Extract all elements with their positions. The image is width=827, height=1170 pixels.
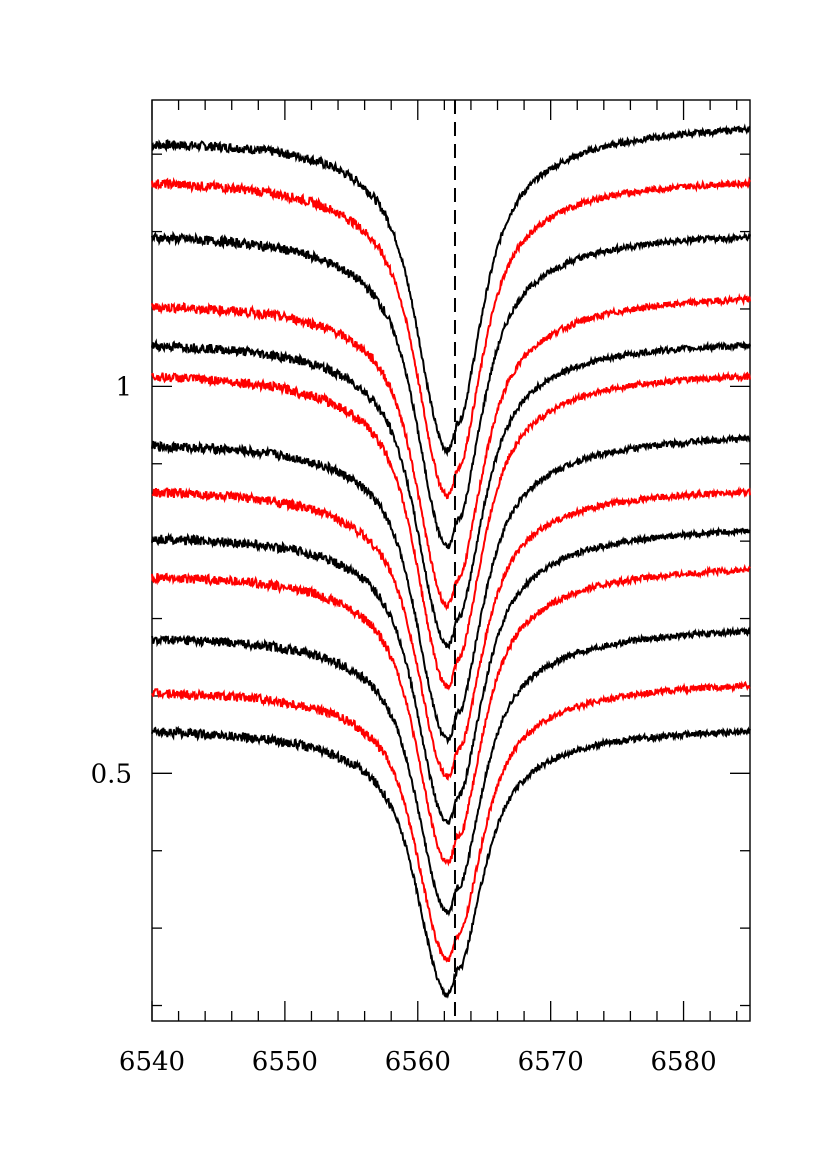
x-tick-labels: 6540 6550 6560 6570 6580 bbox=[119, 1047, 717, 1077]
x-tick-label: 6560 bbox=[385, 1047, 451, 1077]
x-tick-label: 6570 bbox=[518, 1047, 584, 1077]
series-group bbox=[151, 123, 751, 999]
spectrum-line-12 bbox=[151, 680, 751, 963]
x-tick-label: 6550 bbox=[252, 1047, 318, 1077]
spectrum-line-2 bbox=[151, 176, 751, 500]
spectrum-line-4 bbox=[151, 292, 751, 611]
spectrum-line-5 bbox=[151, 338, 751, 650]
spectrum-line-10 bbox=[151, 563, 751, 867]
spectrum-line-7 bbox=[151, 433, 751, 746]
x-tick-label: 6540 bbox=[119, 1047, 185, 1077]
spectrum-line-3 bbox=[151, 230, 751, 550]
x-tick-label: 6580 bbox=[650, 1047, 716, 1077]
plot-frame bbox=[151, 99, 751, 1022]
spectrum-line-13 bbox=[151, 725, 751, 999]
x-ticks bbox=[151, 100, 738, 1021]
spectrum-line-8 bbox=[151, 485, 751, 781]
spectrum-line-11 bbox=[151, 625, 751, 917]
y-tick-label: 1 bbox=[115, 372, 132, 402]
spectrum-line-1 bbox=[151, 123, 751, 458]
spectrum-line-9 bbox=[151, 526, 751, 826]
y-tick-label: 0.5 bbox=[91, 759, 132, 789]
y-tick-labels: 0.51 bbox=[91, 372, 132, 789]
spectrum-line-6 bbox=[151, 370, 751, 691]
